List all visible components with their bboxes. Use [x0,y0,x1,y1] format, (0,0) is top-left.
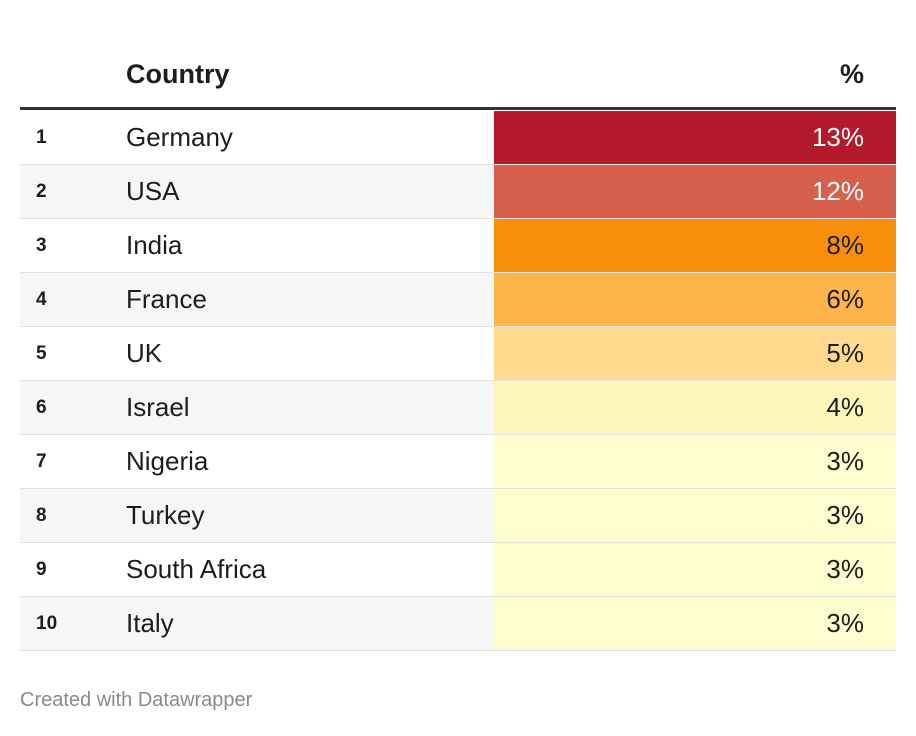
share-cell: 5% [494,327,896,380]
rank: 7 [36,451,47,472]
share: 8% [826,230,864,260]
header-share: % [839,59,864,89]
share-cell: 3% [494,435,896,488]
rank: 2 [36,181,47,202]
share: 5% [826,338,864,368]
table-row: 4 France 6% [20,273,896,327]
table-row: 3 India 8% [20,219,896,273]
table-row: 5 UK 5% [20,327,896,381]
rank: 9 [36,559,47,580]
share-cell: 12% [494,165,896,218]
share: 3% [826,608,864,638]
country: Israel [126,392,190,422]
share-cell: 4% [494,381,896,434]
rank: 10 [36,613,58,634]
table-row: 8 Turkey 3% [20,489,896,543]
share-cell: 3% [494,543,896,596]
country: France [126,284,207,314]
share: 6% [826,284,864,314]
rank: 4 [36,289,47,310]
rank: 5 [36,343,47,364]
country: USA [126,176,180,206]
table-row: 10 Italy 3% [20,597,896,651]
country: UK [126,338,163,368]
rank: 8 [36,505,47,526]
share-cell: 3% [494,489,896,542]
share: 12% [811,176,864,206]
country: Italy [126,608,174,638]
share: 4% [826,392,864,422]
share-cell: 3% [494,597,896,650]
share-cell: 6% [494,273,896,326]
share-cell: 8% [494,219,896,272]
table-row: 6 Israel 4% [20,381,896,435]
table-row: 1 Germany 13% [20,111,896,165]
country: South Africa [126,554,267,584]
country: India [126,230,183,260]
table-row: 9 South Africa 3% [20,543,896,597]
share: 3% [826,554,864,584]
share: 13% [811,122,864,152]
header-rule [20,107,896,110]
rank: 1 [36,127,47,148]
footer: Created with Datawrapper [20,689,253,711]
share: 3% [826,500,864,530]
rank: 6 [36,397,47,418]
country: Turkey [126,500,205,530]
share-cell: 13% [494,111,896,164]
table-row: 7 Nigeria 3% [20,435,896,489]
table-row: 2 USA 12% [20,165,896,219]
header-country: Country [126,59,230,89]
country: Nigeria [126,446,209,476]
country: Germany [126,122,233,152]
share: 3% [826,446,864,476]
rank: 3 [36,235,47,256]
